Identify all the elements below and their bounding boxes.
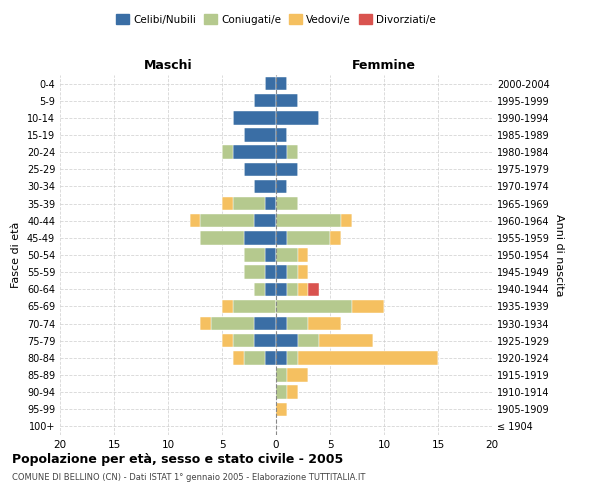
Bar bbox=[200, 317, 211, 330]
Y-axis label: Anni di nascita: Anni di nascita bbox=[554, 214, 563, 296]
Bar bbox=[254, 282, 265, 296]
Bar bbox=[254, 317, 276, 330]
Bar bbox=[244, 231, 276, 244]
Text: Femmine: Femmine bbox=[352, 58, 416, 71]
Bar bbox=[276, 351, 287, 364]
Bar bbox=[341, 214, 352, 228]
Bar bbox=[287, 146, 298, 159]
Bar bbox=[200, 231, 244, 244]
Bar bbox=[265, 197, 276, 210]
Bar bbox=[298, 248, 308, 262]
Bar bbox=[276, 368, 287, 382]
Text: Maschi: Maschi bbox=[143, 58, 193, 71]
Bar bbox=[287, 351, 298, 364]
Bar bbox=[319, 334, 373, 347]
Bar bbox=[244, 248, 265, 262]
Text: COMUNE DI BELLINO (CN) - Dati ISTAT 1° gennaio 2005 - Elaborazione TUTTITALIA.IT: COMUNE DI BELLINO (CN) - Dati ISTAT 1° g… bbox=[12, 472, 365, 482]
Bar bbox=[352, 300, 384, 313]
Bar bbox=[276, 266, 287, 279]
Bar bbox=[308, 317, 341, 330]
Bar bbox=[276, 128, 287, 141]
Bar bbox=[222, 334, 233, 347]
Bar bbox=[276, 402, 287, 416]
Legend: Celibi/Nubili, Coniugati/e, Vedovi/e, Divorziati/e: Celibi/Nubili, Coniugati/e, Vedovi/e, Di… bbox=[112, 10, 440, 29]
Bar bbox=[233, 300, 276, 313]
Bar bbox=[276, 162, 298, 176]
Bar bbox=[276, 248, 298, 262]
Bar bbox=[244, 266, 265, 279]
Bar bbox=[254, 94, 276, 108]
Bar bbox=[222, 300, 233, 313]
Bar bbox=[287, 386, 298, 399]
Bar bbox=[222, 197, 233, 210]
Bar bbox=[233, 111, 276, 124]
Bar bbox=[276, 94, 298, 108]
Bar bbox=[254, 180, 276, 193]
Bar bbox=[265, 351, 276, 364]
Text: Popolazione per età, sesso e stato civile - 2005: Popolazione per età, sesso e stato civil… bbox=[12, 452, 343, 466]
Bar bbox=[265, 77, 276, 90]
Bar bbox=[276, 146, 287, 159]
Bar bbox=[233, 146, 276, 159]
Bar bbox=[233, 197, 265, 210]
Bar bbox=[276, 231, 287, 244]
Bar bbox=[298, 334, 319, 347]
Bar bbox=[298, 266, 308, 279]
Y-axis label: Fasce di età: Fasce di età bbox=[11, 222, 21, 288]
Bar bbox=[276, 111, 319, 124]
Bar bbox=[330, 231, 341, 244]
Bar bbox=[200, 214, 254, 228]
Bar bbox=[287, 317, 308, 330]
Bar bbox=[254, 334, 276, 347]
Bar bbox=[190, 214, 200, 228]
Bar bbox=[276, 282, 287, 296]
Bar bbox=[298, 351, 438, 364]
Bar bbox=[287, 282, 298, 296]
Bar bbox=[254, 214, 276, 228]
Bar bbox=[265, 282, 276, 296]
Bar bbox=[244, 128, 276, 141]
Bar bbox=[287, 368, 308, 382]
Bar bbox=[211, 317, 254, 330]
Bar bbox=[233, 334, 254, 347]
Bar bbox=[244, 351, 265, 364]
Bar bbox=[276, 214, 341, 228]
Bar bbox=[276, 197, 298, 210]
Bar bbox=[276, 386, 287, 399]
Bar bbox=[276, 180, 287, 193]
Bar bbox=[276, 77, 287, 90]
Bar bbox=[222, 146, 233, 159]
Bar bbox=[276, 317, 287, 330]
Bar bbox=[276, 334, 298, 347]
Bar bbox=[276, 300, 352, 313]
Bar bbox=[244, 162, 276, 176]
Bar bbox=[298, 282, 308, 296]
Bar bbox=[287, 231, 330, 244]
Bar bbox=[265, 266, 276, 279]
Bar bbox=[308, 282, 319, 296]
Bar bbox=[287, 266, 298, 279]
Bar bbox=[233, 351, 244, 364]
Bar bbox=[265, 248, 276, 262]
